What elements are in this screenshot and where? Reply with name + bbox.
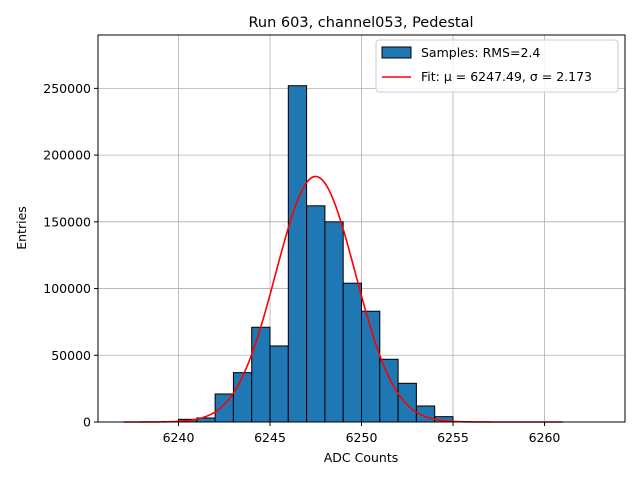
legend: Samples: RMS=2.4 Fit: μ = 6247.49, σ = 2…: [375, 39, 619, 93]
y-axis-ticks: 0 50000 100000 150000 200000 250000: [43, 81, 98, 430]
y-tick-label-1: 50000: [51, 348, 91, 363]
y-tick-label-4: 200000: [43, 148, 91, 163]
x-tick-label-0: 6240: [163, 430, 195, 445]
legend-samples-swatch: [381, 46, 412, 59]
histogram-bars: [178, 85, 454, 423]
histogram-bar-5: [269, 345, 289, 423]
legend-samples-label: Samples: RMS=2.4: [421, 45, 540, 60]
histogram-bar-6: [287, 85, 308, 423]
chart-title: Run 603, channel053, Pedestal: [248, 15, 473, 31]
y-tick-label-2: 100000: [43, 281, 91, 296]
x-tick-label-4: 6260: [529, 430, 561, 445]
histogram-bar-3: [232, 372, 253, 423]
histogram-bar-7: [306, 205, 326, 423]
x-tick-label-2: 6250: [346, 430, 378, 445]
histogram-bar-12: [397, 382, 417, 423]
x-axis-label: ADC Counts: [324, 450, 399, 465]
histogram-bar-4: [251, 326, 271, 423]
y-tick-label-0: 0: [83, 415, 91, 430]
y-tick-label-3: 150000: [43, 214, 91, 229]
x-tick-label-1: 6245: [254, 430, 286, 445]
legend-box: [375, 39, 619, 93]
histogram-bar-9: [342, 282, 362, 423]
x-axis-ticks: 6240 6245 6250 6255 6260: [163, 422, 561, 445]
y-tick-label-5: 250000: [43, 81, 91, 96]
x-tick-label-3: 6255: [437, 430, 469, 445]
histogram-bar-8: [324, 221, 344, 423]
legend-fit-label: Fit: μ = 6247.49, σ = 2.173: [421, 69, 592, 84]
y-axis-label: Entries: [14, 206, 29, 250]
